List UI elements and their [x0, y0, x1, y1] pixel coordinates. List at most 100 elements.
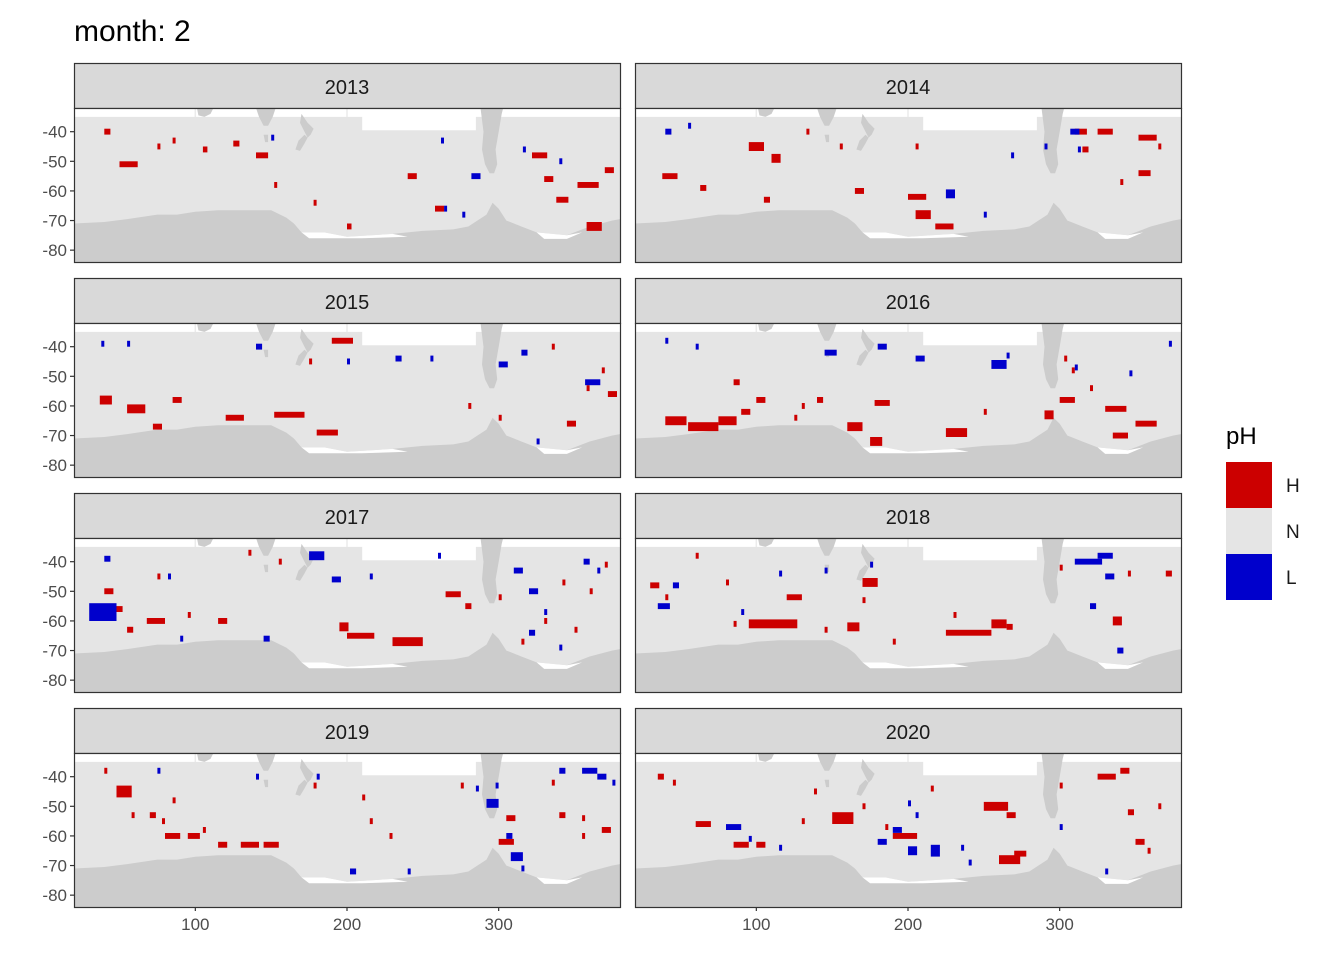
- facet-strip-label: 2020: [886, 722, 931, 744]
- ph-cell-H: [733, 620, 737, 627]
- antarctica-land: [74, 632, 620, 692]
- ph-cell-L: [1059, 824, 1063, 830]
- ph-cell-H: [604, 167, 614, 174]
- ph-cell-L: [347, 358, 350, 365]
- ph-cell-H: [313, 782, 317, 789]
- panel-plot-area: [635, 753, 1181, 907]
- y-tick-label: -60: [42, 182, 67, 201]
- ph-cell-H: [945, 428, 968, 437]
- y-tick-label: -80: [42, 671, 67, 690]
- facet-panel-2015: 2015 -40 -50 -60 -70 -80: [42, 277, 622, 479]
- australia-land: [256, 538, 276, 556]
- ph-cell-H: [589, 588, 593, 595]
- ph-cell-H: [362, 794, 366, 801]
- ph-cell-H: [1135, 420, 1157, 427]
- ph-cell-L: [1097, 552, 1113, 559]
- ph-cell-H: [1006, 623, 1013, 630]
- africa-land: [757, 538, 775, 547]
- ph-cell-H: [256, 152, 269, 159]
- ph-cell-L: [877, 838, 887, 845]
- ph-cell-H: [582, 833, 586, 839]
- ph-cell-L: [559, 767, 566, 774]
- y-tick-label: -70: [42, 427, 67, 446]
- ph-cell-H: [870, 437, 883, 446]
- ph-cell-H: [1082, 146, 1089, 153]
- africa-land: [196, 108, 214, 117]
- facet-strip-label: 2017: [325, 507, 370, 529]
- new-zealand-land: [856, 564, 869, 581]
- ph-cell-H: [347, 632, 375, 639]
- tasmania-land: [263, 779, 269, 788]
- ph-cell-H: [316, 429, 338, 436]
- legend: pH H N L: [1226, 423, 1300, 600]
- australia-land: [256, 108, 276, 126]
- africa-land: [196, 538, 214, 547]
- ph-cell-L: [89, 603, 117, 621]
- ph-cell-L: [544, 609, 548, 615]
- ph-cell-L: [1074, 364, 1078, 371]
- ph-cell-L: [1105, 573, 1115, 580]
- south-america-land: [1041, 323, 1065, 389]
- ph-cell-H: [885, 824, 889, 830]
- south-america-land: [480, 538, 504, 604]
- ph-cell-H: [104, 767, 108, 774]
- ph-cell-L: [430, 355, 434, 362]
- tasmania-land: [263, 564, 269, 573]
- new-zealand-land: [856, 779, 869, 796]
- legend-label-L: L: [1286, 568, 1297, 589]
- ph-cell-H: [559, 812, 566, 819]
- ph-cell-L: [309, 551, 325, 561]
- ph-cell-L: [657, 603, 670, 610]
- australia-land: [256, 323, 276, 341]
- ph-cell-L: [824, 567, 828, 574]
- australia-land: [817, 753, 837, 771]
- ph-cell-L: [256, 773, 259, 780]
- ph-cell-H: [748, 142, 764, 151]
- ice-shelf: [301, 662, 408, 669]
- y-tick-label: -80: [42, 241, 67, 260]
- antarctica-land: [74, 202, 620, 262]
- ph-cell-H: [248, 549, 252, 556]
- ph-cell-H: [874, 400, 890, 406]
- legend-key-H: [1226, 462, 1272, 508]
- ph-cell-H: [1071, 367, 1075, 374]
- ph-cell-H: [435, 205, 445, 212]
- new-zealand-land: [300, 543, 314, 568]
- ph-cell-H: [187, 833, 200, 839]
- facet-strip-label: 2015: [325, 292, 370, 314]
- ph-cell-H: [165, 833, 181, 839]
- ph-cell-H: [152, 423, 162, 430]
- ph-cell-L: [665, 337, 669, 344]
- ph-cell-L: [779, 570, 783, 577]
- ph-cell-H: [562, 579, 566, 586]
- new-zealand-land: [300, 758, 314, 783]
- ph-cell-H: [1059, 782, 1063, 789]
- ph-cell-H: [445, 591, 461, 598]
- ph-cell-H: [498, 838, 514, 845]
- tasmania-land: [263, 134, 269, 143]
- x-tick-label: 200: [333, 915, 361, 934]
- ph-cell-H: [801, 818, 805, 825]
- ph-cell-H: [756, 841, 766, 848]
- ph-cell-H: [1090, 385, 1093, 392]
- africa-land: [196, 753, 214, 762]
- ph-cell-H: [347, 223, 352, 230]
- y-tick-label: -40: [42, 338, 67, 357]
- ph-cell-H: [1112, 616, 1122, 626]
- facet-panel-2013: 2013 -40 -50 -60 -70 -80: [42, 62, 622, 264]
- new-zealand-land: [295, 134, 308, 151]
- new-zealand-land: [300, 113, 314, 138]
- ph-cell-H: [806, 128, 810, 135]
- ph-cell-L: [486, 798, 499, 808]
- ph-cell-H: [218, 841, 228, 848]
- ph-cell-L: [506, 833, 513, 839]
- facet-panel-2014: 2014: [634, 62, 1183, 264]
- y-tick-label: -60: [42, 397, 67, 416]
- ph-cell-H: [1105, 405, 1127, 412]
- ph-cell-H: [945, 629, 992, 636]
- ph-cell-L: [157, 767, 161, 774]
- ph-cell-L: [1074, 558, 1103, 565]
- panel-plot-area: [74, 538, 620, 692]
- ph-cell-L: [688, 122, 692, 129]
- africa-land: [757, 323, 775, 332]
